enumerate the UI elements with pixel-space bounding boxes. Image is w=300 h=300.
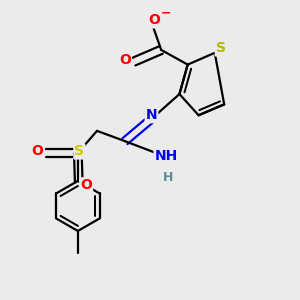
Text: O: O bbox=[80, 178, 92, 192]
Text: O: O bbox=[148, 14, 160, 27]
Text: S: S bbox=[216, 41, 226, 56]
Text: NH: NH bbox=[154, 149, 178, 163]
Text: N: N bbox=[146, 108, 157, 122]
Text: O: O bbox=[32, 145, 44, 158]
Text: −: − bbox=[161, 7, 171, 20]
Text: H: H bbox=[163, 172, 173, 184]
Text: O: O bbox=[119, 53, 131, 67]
Text: S: S bbox=[74, 145, 84, 158]
